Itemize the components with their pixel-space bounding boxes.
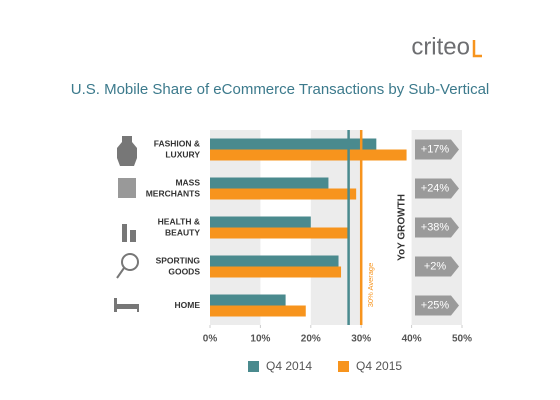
- bar: [210, 216, 311, 228]
- x-tick-label: 10%: [250, 334, 270, 345]
- growth-tag: [415, 295, 459, 316]
- legend-swatch: [338, 361, 349, 372]
- dress-icon: [117, 136, 137, 166]
- polish-icon: [130, 230, 136, 242]
- lipstick-icon: [122, 224, 127, 242]
- bar: [210, 266, 342, 278]
- category-label: GOODS: [168, 266, 200, 276]
- growth-tag: [415, 256, 459, 277]
- x-tick-label: 30%: [351, 334, 371, 345]
- x-tick-label: 20%: [301, 334, 321, 345]
- bar: [210, 149, 407, 161]
- legend-swatch: [248, 361, 259, 372]
- racket-icon: [121, 253, 139, 271]
- category-label: MASS: [175, 177, 200, 187]
- category-label: MERCHANTS: [146, 188, 201, 198]
- growth-tag: [415, 139, 459, 160]
- racket-handle: [116, 267, 125, 279]
- growth-label: +24%: [421, 182, 450, 194]
- growth-tag: [415, 217, 459, 238]
- category-label: HEALTH &: [158, 216, 200, 226]
- growth-label: +17%: [421, 143, 450, 155]
- growth-tag: [415, 178, 459, 199]
- category-label: BEAUTY: [165, 227, 200, 237]
- bed-icon: [114, 298, 139, 312]
- category-label: LUXURY: [165, 149, 200, 159]
- average-label: 30% Average: [366, 263, 375, 307]
- logo: criteo: [411, 33, 470, 60]
- bar: [210, 255, 339, 267]
- store-icon: [118, 178, 136, 198]
- x-tick-label: 50%: [452, 334, 472, 345]
- category-label: FASHION &: [154, 138, 200, 148]
- bar: [210, 138, 377, 150]
- icons: [114, 136, 139, 312]
- growth-label: +25%: [421, 299, 450, 311]
- x-tick-label: 0%: [203, 334, 218, 345]
- legend-label: Q4 2014: [266, 359, 312, 373]
- bar: [210, 188, 357, 200]
- growth-label: +2%: [424, 260, 447, 272]
- bar: [210, 177, 329, 189]
- growth-label: +38%: [421, 221, 450, 233]
- legend-label: Q4 2015: [356, 359, 402, 373]
- growth-title: YoY GROWTH: [397, 194, 408, 261]
- logo-mark: [472, 40, 482, 58]
- bar: [210, 227, 349, 239]
- category-label: HOME: [175, 300, 201, 310]
- category-label: SPORTING: [156, 255, 201, 265]
- x-tick-label: 40%: [402, 334, 422, 345]
- bar: [210, 294, 286, 306]
- bar: [210, 305, 306, 317]
- chart-title: U.S. Mobile Share of eCommerce Transacti…: [71, 81, 490, 98]
